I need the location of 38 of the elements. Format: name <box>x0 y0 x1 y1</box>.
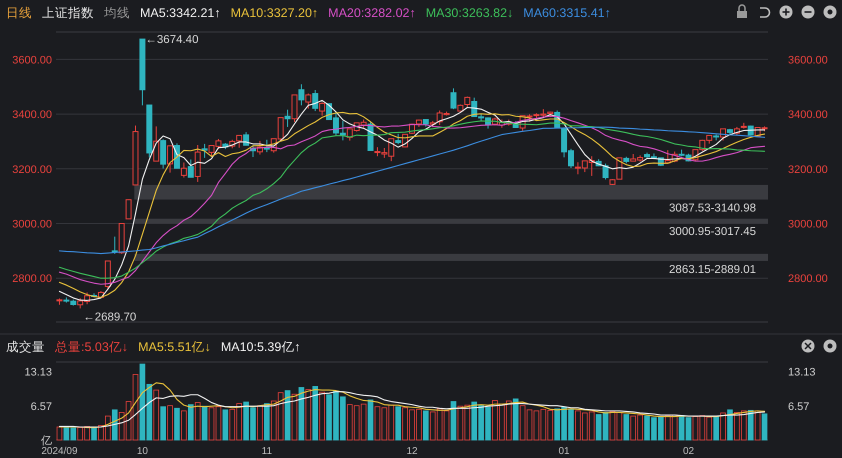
x-tick-label: 12 <box>406 446 418 457</box>
chart-subtitle: 日线 <box>6 6 32 20</box>
x-tick-label: 2024/09 <box>41 446 78 457</box>
chart-title: 上证指数 <box>42 6 94 20</box>
y-tick-label: 3400.00 <box>12 109 52 122</box>
y2-tick-label: 3400.00 <box>788 109 828 122</box>
y-tick-label: 3000.00 <box>12 218 52 231</box>
text: MA5:3342.21↑ <box>140 6 221 20</box>
y-tick-label: 6.57 <box>30 400 52 413</box>
text: MA20:3282.02↑ <box>328 6 416 20</box>
text: MA10:3327.20↑ <box>230 6 318 20</box>
series-label: 总量:5.03亿↓ <box>54 340 128 354</box>
x-tick-label: 11 <box>262 446 272 457</box>
y2-tick-label: 3200.00 <box>788 164 828 176</box>
y2-tick-label: 13.13 <box>788 366 816 379</box>
text: MA30:3263.82↓ <box>426 6 514 20</box>
x-tick-label: 02 <box>682 446 695 457</box>
y-tick-label: 3600.00 <box>12 54 52 66</box>
text: MA5:5.51亿↓ <box>138 340 211 354</box>
annotation: ←2689.70 <box>83 311 136 324</box>
text: MA10:5.39亿↑ <box>220 340 301 354</box>
y2-tick-label: 2800.00 <box>788 273 828 286</box>
text: MA60:3315.41↑ <box>523 6 611 20</box>
y-tick-label: 13.13 <box>24 366 52 379</box>
band-label: 2863.15-2889.01 <box>669 264 756 276</box>
y-tick-label: 亿 <box>40 435 52 447</box>
y2-tick-label: 3600.00 <box>788 54 828 66</box>
x-tick-label: 10 <box>136 446 148 457</box>
x-tick-label: 01 <box>558 446 570 457</box>
band-label: 3087.53-3140.98 <box>669 202 756 215</box>
legend-title: 均线 <box>103 6 130 20</box>
annotation: ←3674.40 <box>145 34 198 46</box>
y-tick-label: 2800.00 <box>12 273 52 286</box>
y-tick-label: 3200.00 <box>12 164 52 176</box>
band-label: 3000.95-3017.45 <box>669 226 756 238</box>
chart-title: 成交量 <box>6 339 45 354</box>
y2-tick-label: 6.57 <box>788 400 810 413</box>
y2-tick-label: 3000.00 <box>788 218 828 231</box>
